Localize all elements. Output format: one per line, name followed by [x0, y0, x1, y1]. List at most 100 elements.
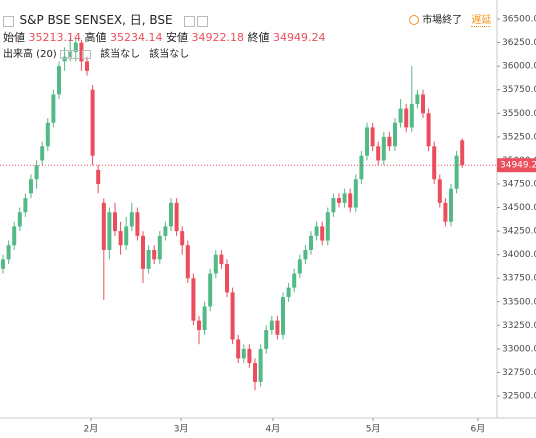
- x-tick-label: 5月: [366, 424, 381, 435]
- y-tick-label: 34250.00: [502, 227, 536, 237]
- candle-body: [40, 146, 45, 161]
- candle-body: [359, 155, 364, 180]
- candle-body: [12, 226, 17, 246]
- y-tick-label: 33750.00: [502, 274, 536, 284]
- ohlc-value: 34922.18: [191, 31, 245, 44]
- candle-body: [146, 249, 151, 269]
- collapse-icon[interactable]: [3, 15, 14, 27]
- candle-body: [286, 287, 291, 298]
- candle-body: [197, 320, 201, 331]
- candle-body: [208, 273, 213, 307]
- candle-body: [213, 254, 218, 274]
- candle-body: [376, 146, 381, 161]
- x-tick-label: 2月: [84, 424, 99, 435]
- vol-icon[interactable]: [81, 49, 91, 59]
- candle-body: [141, 235, 145, 269]
- candle-body: [314, 226, 319, 236]
- candle-body: [337, 198, 341, 203]
- candle-body: [57, 66, 61, 95]
- candle-body: [421, 94, 425, 114]
- candle-body: [381, 136, 386, 161]
- candle-body: [331, 198, 336, 213]
- ohlc-value: 35234.14: [110, 31, 163, 44]
- candle-body: [325, 212, 330, 241]
- candle-body: [62, 56, 67, 62]
- candle-body: [309, 235, 313, 250]
- candle-body: [225, 264, 229, 293]
- candle-body: [51, 94, 56, 123]
- candle-body: [107, 212, 112, 250]
- market-status: 市場終了: [422, 15, 463, 26]
- chart-title: S&P BSE SENSEX, 日, BSE: [19, 13, 173, 27]
- candle-body: [90, 89, 95, 156]
- y-tick-label: 36500.00: [502, 15, 536, 25]
- candle-body: [303, 249, 308, 260]
- candle-body: [365, 127, 369, 156]
- candle-body: [79, 42, 84, 62]
- candle-body: [185, 245, 190, 279]
- ohlc-label: 終値: [247, 31, 270, 44]
- candle-body: [152, 249, 157, 260]
- candle-body: [320, 226, 325, 241]
- ohlc-value: 34949.24: [273, 31, 326, 44]
- settings-icon[interactable]: [184, 15, 196, 27]
- candle-body: [73, 42, 78, 53]
- y-tick-label: 36000.00: [502, 62, 536, 72]
- candle-body: [258, 348, 263, 382]
- x-tick-label: 6月: [471, 424, 486, 435]
- candle-body: [129, 212, 134, 227]
- candle-body: [45, 122, 50, 147]
- candle-body: [230, 292, 235, 340]
- title-row: S&P BSE SENSEX, 日, BSE: [3, 11, 210, 28]
- candle-body: [85, 61, 89, 71]
- vol-icon[interactable]: [59, 49, 69, 59]
- volume-value: 該当なし: [149, 49, 190, 60]
- volume-row: 出来高 (20) 該当なし 該当なし: [3, 45, 189, 60]
- candle-body: [6, 245, 11, 260]
- y-tick-label: 35250.00: [502, 132, 536, 142]
- volume-label: 出来高 (20): [3, 49, 57, 60]
- close-icon[interactable]: [197, 15, 209, 27]
- candle-body: [113, 212, 117, 232]
- y-tick-label: 34750.00: [502, 179, 536, 189]
- candle-body: [409, 103, 414, 128]
- candle-body: [264, 330, 269, 349]
- y-tick-label: 33250.00: [502, 321, 536, 331]
- candle-body: [124, 226, 129, 246]
- candle-body: [29, 179, 33, 194]
- ohlc-value: 35213.14: [28, 31, 82, 44]
- candle-body: [180, 231, 185, 246]
- candle-body: [437, 179, 442, 203]
- candle-body: [426, 113, 431, 147]
- candle-body: [241, 348, 246, 359]
- candle-body: [253, 363, 257, 382]
- candle-body: [236, 339, 241, 359]
- ohlc-label: 高値: [84, 31, 107, 44]
- ohlc-row: 始値 35213.14 高値 35234.14 安値 34922.18 終値 3…: [3, 29, 326, 45]
- candle-body: [404, 108, 409, 128]
- vol-icon[interactable]: [70, 49, 80, 59]
- candle-body: [415, 94, 420, 104]
- x-tick-label: 3月: [174, 424, 189, 435]
- status-row: 市場終了 遅延: [409, 11, 492, 27]
- y-tick-label: 34500.00: [502, 203, 536, 213]
- y-tick-label: 35750.00: [502, 85, 536, 95]
- candle-body: [292, 273, 297, 288]
- y-tick-label: 35500.00: [502, 109, 536, 119]
- candle-body: [169, 202, 173, 227]
- candle-body: [432, 146, 437, 180]
- x-tick-label: 4月: [266, 424, 281, 435]
- candle-body: [449, 188, 453, 222]
- candle-body: [247, 348, 252, 364]
- delay-badge[interactable]: 遅延: [471, 15, 492, 27]
- candle-body: [281, 297, 285, 335]
- last-price-label: 34949.24: [500, 161, 536, 171]
- y-tick-label: 32500.00: [502, 392, 536, 402]
- ohlc-label: 始値: [3, 31, 25, 44]
- y-tick-label: 32750.00: [502, 368, 536, 378]
- candle-body: [393, 122, 397, 147]
- candle-body: [398, 108, 403, 123]
